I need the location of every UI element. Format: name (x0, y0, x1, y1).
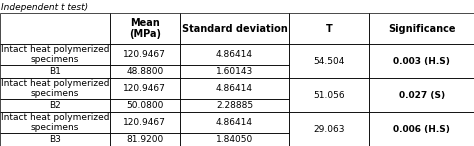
Text: 4.86414: 4.86414 (216, 118, 253, 127)
Text: 29.063: 29.063 (314, 125, 345, 133)
Text: B3: B3 (49, 135, 61, 144)
Text: Mean
(MPa): Mean (MPa) (129, 18, 161, 39)
Text: 51.056: 51.056 (313, 91, 345, 100)
Text: 4.86414: 4.86414 (216, 50, 253, 59)
Text: 4.86414: 4.86414 (216, 84, 253, 93)
Text: 50.0800: 50.0800 (126, 101, 164, 110)
Text: 0.003 (H.S): 0.003 (H.S) (393, 57, 450, 66)
Text: T: T (326, 24, 333, 34)
Text: 120.9467: 120.9467 (123, 118, 166, 127)
Text: Independent t test): Independent t test) (1, 3, 88, 12)
Text: 120.9467: 120.9467 (123, 84, 166, 93)
Text: 120.9467: 120.9467 (123, 50, 166, 59)
Text: 1.60143: 1.60143 (216, 67, 253, 76)
Text: Intact heat polymerized
specimens: Intact heat polymerized specimens (0, 79, 109, 98)
Text: Significance: Significance (388, 24, 456, 34)
Text: Intact heat polymerized
specimens: Intact heat polymerized specimens (0, 45, 109, 64)
Text: 54.504: 54.504 (314, 57, 345, 66)
Text: 0.006 (H.S): 0.006 (H.S) (393, 125, 450, 133)
Text: Standard deviation: Standard deviation (182, 24, 287, 34)
Text: B2: B2 (49, 101, 61, 110)
Text: 1.84050: 1.84050 (216, 135, 253, 144)
Text: 2.28885: 2.28885 (216, 101, 253, 110)
Text: Intact heat polymerized
specimens: Intact heat polymerized specimens (0, 113, 109, 132)
Text: 48.8800: 48.8800 (126, 67, 164, 76)
Text: 0.027 (S): 0.027 (S) (399, 91, 445, 100)
Text: B1: B1 (49, 67, 61, 76)
Text: 81.9200: 81.9200 (126, 135, 164, 144)
